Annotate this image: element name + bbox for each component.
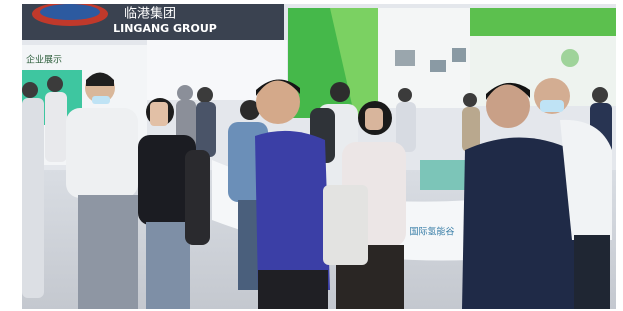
person-body [66,108,138,198]
left-panel-label: 企业展示 [26,54,62,66]
mask [92,96,110,104]
face [365,108,383,130]
scene: 临港集团 LINGANG GROUP 企业展示 国际氢能谷 [22,2,616,310]
photo: 临港集团 LINGANG GROUP 企业展示 国际氢能谷 [0,0,623,311]
person-legs [146,222,190,309]
icon [561,49,579,67]
icon [452,48,466,62]
person-body [462,138,578,310]
person-legs [78,195,138,309]
person-head [330,82,350,102]
logo-inner [40,4,100,20]
person-body [255,131,330,290]
icon [395,50,415,66]
right-header [470,8,616,36]
banner-chinese: 临港集团 [124,6,176,22]
person-legs [238,200,258,290]
person-legs [258,270,328,310]
face [150,102,168,126]
banner-english: LINGANG GROUP [113,22,217,35]
icon [430,60,446,72]
booth-label: 国际氢能谷 [409,226,454,238]
bag [185,150,210,245]
tote-bag [323,185,368,265]
person-legs [574,235,610,309]
mask [540,100,564,112]
